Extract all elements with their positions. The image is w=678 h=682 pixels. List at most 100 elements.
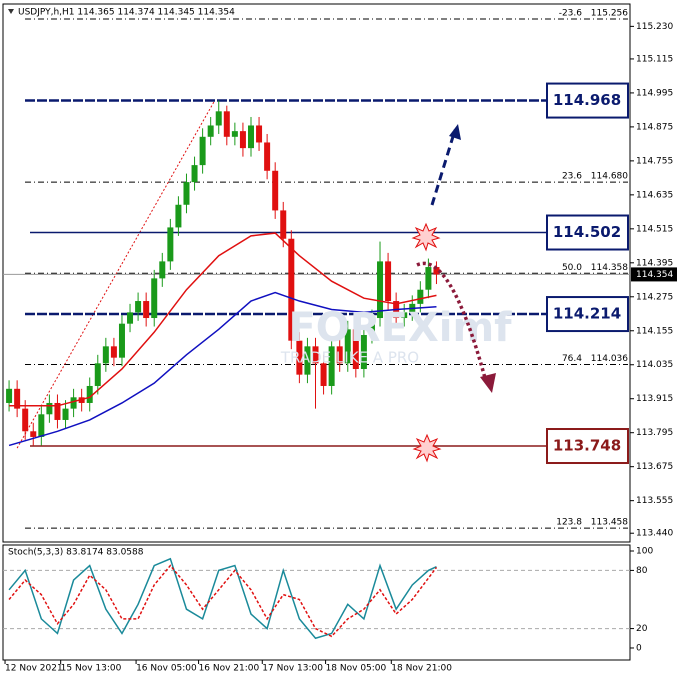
candle-body	[175, 204, 182, 228]
candle-body	[320, 363, 327, 386]
candle-body	[417, 289, 424, 304]
candle-body	[304, 346, 311, 375]
candle-body	[62, 408, 69, 420]
arrow-head	[449, 124, 461, 140]
candle-body	[159, 261, 166, 279]
moving-average	[9, 232, 437, 407]
stoch-line	[8, 557, 437, 640]
candle-body	[46, 402, 53, 415]
candle-body	[344, 329, 351, 364]
fibo-ratio: 76.4	[562, 354, 582, 364]
candle-body	[118, 323, 125, 358]
y-tick-label: 114.875	[636, 122, 673, 132]
candle-body	[151, 278, 158, 319]
fibo-price: 114.358	[591, 263, 628, 273]
candle-body	[110, 346, 117, 358]
candle-body	[102, 346, 109, 364]
candle-body	[425, 267, 432, 290]
candle-body	[312, 346, 319, 364]
arrow-down	[416, 261, 487, 379]
candle-body	[368, 318, 375, 336]
candle-body	[239, 131, 246, 149]
candle-body	[199, 136, 206, 166]
level-label: 113.748	[553, 437, 621, 455]
stoch-line	[8, 564, 438, 638]
level-label: 114.968	[553, 91, 621, 109]
chart-title: USDJPY,h,H1 114.365 114.374 114.345 114.…	[18, 8, 235, 18]
fibo-ratio: -23.6	[559, 9, 583, 19]
x-tick-label: 17 Nov 13:00	[262, 664, 323, 674]
x-tick-label: 18 Nov 05:00	[326, 664, 387, 674]
candle-body	[352, 329, 359, 369]
stoch-tick-label: 80	[636, 566, 648, 576]
candle-body	[30, 431, 37, 437]
candle-body	[288, 238, 295, 341]
y-tick-label: 113.555	[636, 496, 673, 506]
candle-body	[215, 111, 222, 126]
candle-body	[377, 261, 384, 319]
watermark: FOREXimf	[288, 305, 512, 351]
stoch-tick-label: 100	[636, 547, 653, 557]
fibo-price: 115.256	[591, 9, 628, 19]
candle-body	[127, 312, 134, 324]
level-box	[546, 296, 629, 333]
candle-body	[328, 346, 335, 386]
candle-body	[256, 125, 263, 143]
symbol-icon	[8, 9, 14, 14]
candle-body	[183, 182, 190, 205]
fibo-trend	[16, 100, 216, 449]
candle-body	[22, 408, 29, 432]
moving-average	[8, 291, 437, 447]
y-tick-label: 114.035	[636, 360, 673, 370]
fibo-price: 113.458	[591, 518, 628, 528]
candle-body	[207, 125, 214, 137]
fibo-price: 114.036	[591, 354, 628, 364]
y-tick-label: 114.995	[636, 88, 673, 98]
y-tick-label: 114.155	[636, 326, 673, 336]
candle-body	[70, 397, 77, 409]
candle-body	[143, 301, 150, 319]
level-label: 114.502	[553, 223, 621, 241]
stoch-tick-label: 20	[636, 624, 648, 634]
candle-body	[401, 312, 408, 319]
level-label: 114.214	[553, 305, 621, 323]
level-box	[546, 82, 629, 119]
candle-body	[167, 227, 174, 262]
candle-body	[272, 170, 279, 211]
stoch-title: Stoch(5,3,3) 83.8174 83.0588	[8, 548, 144, 558]
x-tick-label: 16 Nov 05:00	[136, 664, 197, 674]
candle-body	[38, 414, 45, 437]
candle-body	[296, 340, 303, 375]
y-tick-label: 114.395	[636, 258, 673, 268]
candle-body	[14, 388, 21, 409]
stoch-panel	[2, 544, 631, 661]
y-tick-label: 114.755	[636, 156, 673, 166]
y-tick-label: 114.515	[636, 224, 673, 234]
y-tick-label: 115.230	[636, 22, 673, 32]
y-tick-label: 113.915	[636, 394, 673, 404]
y-tick-label: 113.440	[636, 529, 673, 539]
x-tick-label: 12 Nov 2021	[5, 664, 63, 674]
watermark-sub: TRADE LIKE A PRO	[280, 349, 419, 367]
x-tick-label: 15 Nov 13:00	[61, 664, 122, 674]
candle-body	[135, 301, 142, 313]
burst	[411, 222, 441, 252]
x-tick-label: 16 Nov 21:00	[199, 664, 260, 674]
level-box	[546, 428, 629, 465]
fibo-ratio: 50.0	[562, 263, 582, 273]
candle-body	[86, 385, 93, 403]
arrow-head	[480, 373, 496, 393]
candle-body	[231, 131, 238, 137]
candle-body	[336, 346, 343, 364]
y-tick-label: 113.795	[636, 428, 673, 438]
candle-body	[385, 261, 392, 302]
candle-body	[433, 267, 440, 275]
current-price-box	[631, 267, 677, 282]
y-tick-label: 114.635	[636, 190, 673, 200]
y-tick-label: 113.675	[636, 462, 673, 472]
candle-body	[94, 363, 101, 386]
y-tick-label: 115.115	[636, 54, 673, 64]
y-tick-label: 114.275	[636, 292, 673, 302]
candle-body	[6, 388, 13, 403]
